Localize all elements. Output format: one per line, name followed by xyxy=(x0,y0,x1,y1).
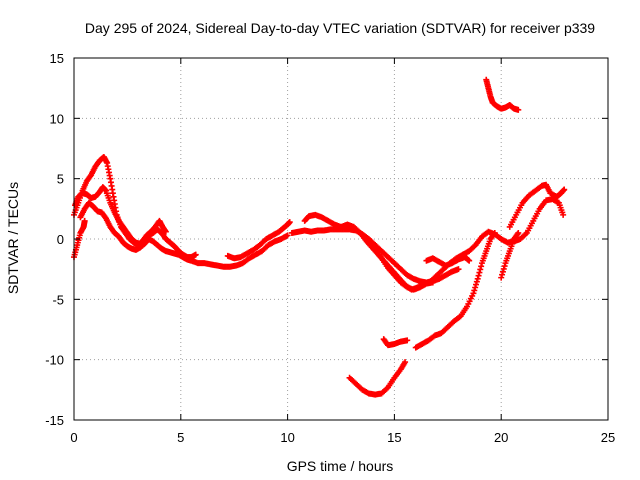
data-series-track-l xyxy=(412,229,498,351)
x-axis-label: GPS time / hours xyxy=(287,458,394,474)
data-series-track-j xyxy=(346,359,409,398)
x-tick-label: 25 xyxy=(601,430,615,445)
data-point xyxy=(561,186,568,193)
data-series-track-i xyxy=(423,254,473,269)
x-tick-label: 20 xyxy=(494,430,508,445)
y-tick-label: -5 xyxy=(52,292,64,307)
data-point xyxy=(491,229,498,236)
data-point xyxy=(471,287,478,294)
data-point xyxy=(499,271,506,278)
data-series-track-m xyxy=(498,229,522,281)
data-point xyxy=(473,278,480,285)
data-point xyxy=(455,266,462,273)
data-point xyxy=(474,275,481,282)
series-layer xyxy=(71,76,568,398)
data-point xyxy=(472,281,479,288)
y-tick-label: 10 xyxy=(50,111,64,126)
x-tick-label: 5 xyxy=(177,430,184,445)
data-point xyxy=(475,272,482,279)
data-point xyxy=(284,232,291,239)
data-point xyxy=(498,274,505,281)
data-series-track-a xyxy=(71,217,88,261)
y-tick-label: 5 xyxy=(57,172,64,187)
data-series-track-o xyxy=(483,76,522,113)
data-point xyxy=(515,106,522,113)
chart-title: Day 295 of 2024, Sidereal Day-to-day VTE… xyxy=(85,20,595,36)
y-tick-label: -15 xyxy=(45,413,64,428)
data-point xyxy=(192,251,199,258)
data-point xyxy=(500,265,507,272)
x-tick-label: 15 xyxy=(387,430,401,445)
data-point xyxy=(81,217,88,224)
data-point xyxy=(286,219,293,226)
data-point xyxy=(404,337,411,344)
data-series-track-g xyxy=(301,196,567,293)
data-point xyxy=(501,263,508,270)
tick-layer: 0 5 10 15 20 25 -15 -10 -5 0 5 10 15 xyxy=(45,51,615,445)
data-point xyxy=(515,229,522,236)
grid-layer xyxy=(74,58,608,420)
data-point xyxy=(162,228,169,235)
data-point xyxy=(466,257,473,264)
y-axis-label: SDTVAR / TECUs xyxy=(5,182,21,294)
x-tick-label: 10 xyxy=(280,430,294,445)
data-point xyxy=(477,266,484,273)
data-series-track-e xyxy=(224,219,293,262)
y-tick-label: -10 xyxy=(45,353,64,368)
y-tick-label: 15 xyxy=(50,51,64,66)
data-point xyxy=(402,359,409,366)
data-point xyxy=(476,269,483,276)
data-point xyxy=(429,279,436,286)
data-point xyxy=(470,290,477,297)
data-point xyxy=(472,284,479,291)
data-series-track-n xyxy=(506,181,568,230)
data-point xyxy=(499,268,506,275)
data-series-track-d xyxy=(77,199,291,270)
data-point xyxy=(478,263,485,270)
data-series-track-k xyxy=(380,336,411,349)
data-series-track-h xyxy=(365,236,436,293)
y-tick-label: 0 xyxy=(57,232,64,247)
data-point xyxy=(560,211,567,218)
x-tick-label: 0 xyxy=(70,430,77,445)
